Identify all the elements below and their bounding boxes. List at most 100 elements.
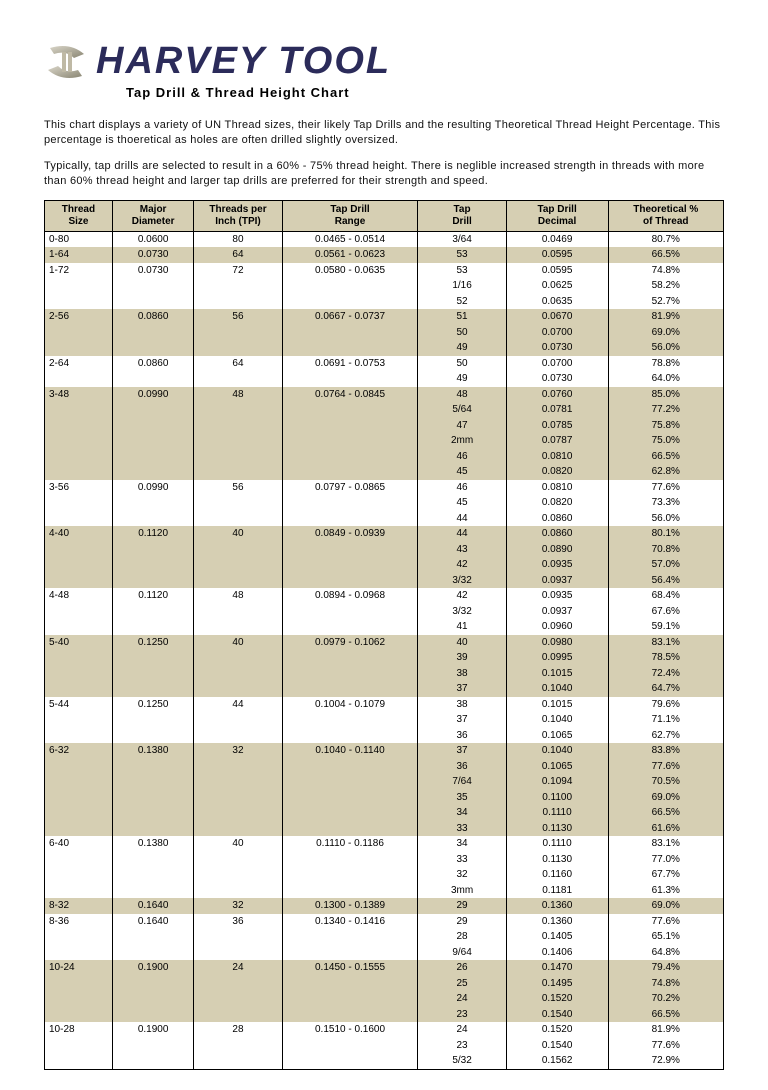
table-cell: 64.8%	[608, 945, 723, 961]
table-cell: 0.0785	[506, 418, 608, 434]
table-cell	[45, 340, 113, 356]
table-cell: 77.6%	[608, 914, 723, 930]
table-row: 3-560.0990560.0797 - 0.0865460.081077.6%	[45, 480, 724, 496]
table-row: 500.070069.0%	[45, 325, 724, 341]
table-cell	[282, 464, 418, 480]
table-cell: 0.0860	[112, 309, 193, 325]
table-cell: 0.1360	[506, 914, 608, 930]
table-cell: 0.0730	[112, 247, 193, 263]
table-cell	[282, 542, 418, 558]
table-cell: 35	[418, 790, 506, 806]
table-cell: 72.9%	[608, 1053, 723, 1069]
table-cell	[282, 511, 418, 527]
table-cell	[112, 294, 193, 310]
table-cell: 80.1%	[608, 526, 723, 542]
table-cell	[112, 371, 193, 387]
table-cell	[282, 991, 418, 1007]
table-cell: 48	[194, 387, 282, 403]
table-cell: 0.0465 - 0.0514	[282, 231, 418, 247]
table-cell: 83.8%	[608, 743, 723, 759]
table-cell: 0.1040	[506, 743, 608, 759]
table-cell	[194, 852, 282, 868]
table-cell	[282, 666, 418, 682]
table-cell: 32	[194, 898, 282, 914]
table-cell	[282, 790, 418, 806]
table-cell: 37	[418, 681, 506, 697]
table-cell: 48	[194, 588, 282, 604]
column-header: TapDrill	[418, 200, 506, 231]
table-cell	[112, 573, 193, 589]
column-header: Threads perInch (TPI)	[194, 200, 282, 231]
table-cell: 77.6%	[608, 759, 723, 775]
table-cell	[282, 712, 418, 728]
table-cell	[45, 573, 113, 589]
table-cell: 0.1040	[506, 712, 608, 728]
table-cell	[194, 433, 282, 449]
table-cell	[194, 867, 282, 883]
table-cell	[112, 604, 193, 620]
table-cell	[282, 433, 418, 449]
table-cell	[45, 464, 113, 480]
table-cell: 77.6%	[608, 1038, 723, 1054]
table-cell	[282, 495, 418, 511]
table-cell	[112, 464, 193, 480]
table-cell	[45, 867, 113, 883]
table-cell	[45, 619, 113, 635]
table-cell	[112, 867, 193, 883]
table-cell: 40	[194, 526, 282, 542]
table-cell	[282, 852, 418, 868]
intro-paragraph-1: This chart displays a variety of UN Thre…	[44, 118, 724, 149]
table-cell: 64	[194, 247, 282, 263]
table-cell	[112, 991, 193, 1007]
table-cell: 44	[418, 511, 506, 527]
table-cell	[45, 1007, 113, 1023]
column-header: Tap DrillDecimal	[506, 200, 608, 231]
table-cell	[112, 557, 193, 573]
table-cell: 74.8%	[608, 263, 723, 279]
table-cell: 0.1470	[506, 960, 608, 976]
table-cell: 83.1%	[608, 836, 723, 852]
table-cell: 0.1640	[112, 914, 193, 930]
table-row: 330.113061.6%	[45, 821, 724, 837]
table-cell	[112, 774, 193, 790]
table-cell	[194, 402, 282, 418]
table-cell: 64	[194, 356, 282, 372]
table-cell: 0.1510 - 0.1600	[282, 1022, 418, 1038]
table-cell: 3-48	[45, 387, 113, 403]
table-cell: 0.0595	[506, 263, 608, 279]
header: HARVEY TOOL	[44, 40, 724, 83]
table-cell	[194, 929, 282, 945]
table-cell	[112, 790, 193, 806]
table-row: 330.113077.0%	[45, 852, 724, 868]
table-cell: 85.0%	[608, 387, 723, 403]
table-row: 410.096059.1%	[45, 619, 724, 635]
table-cell: 2-56	[45, 309, 113, 325]
table-cell	[282, 449, 418, 465]
table-cell	[45, 790, 113, 806]
table-cell: 56.0%	[608, 511, 723, 527]
table-cell	[282, 759, 418, 775]
table-cell	[282, 728, 418, 744]
table-cell: 0.0670	[506, 309, 608, 325]
table-cell	[282, 604, 418, 620]
table-row: 2-640.0860640.0691 - 0.0753500.070078.8%	[45, 356, 724, 372]
table-cell: 0.0595	[506, 247, 608, 263]
table-cell	[282, 340, 418, 356]
table-cell: 0.1520	[506, 1022, 608, 1038]
table-cell: 0.1065	[506, 728, 608, 744]
table-cell: 2-64	[45, 356, 113, 372]
table-cell: 65.1%	[608, 929, 723, 945]
table-cell: 0.0990	[112, 480, 193, 496]
table-row: 0-800.0600800.0465 - 0.05143/640.046980.…	[45, 231, 724, 247]
table-cell: 0.0691 - 0.0753	[282, 356, 418, 372]
table-row: 470.078575.8%	[45, 418, 724, 434]
table-cell: 5/64	[418, 402, 506, 418]
table-cell: 0.1015	[506, 697, 608, 713]
table-cell: 3/32	[418, 573, 506, 589]
table-cell	[194, 681, 282, 697]
table-cell: 0.1110	[506, 805, 608, 821]
table-row: 8-320.1640320.1300 - 0.1389290.136069.0%	[45, 898, 724, 914]
table-cell	[112, 821, 193, 837]
table-cell: 28	[194, 1022, 282, 1038]
table-cell: 0.0760	[506, 387, 608, 403]
